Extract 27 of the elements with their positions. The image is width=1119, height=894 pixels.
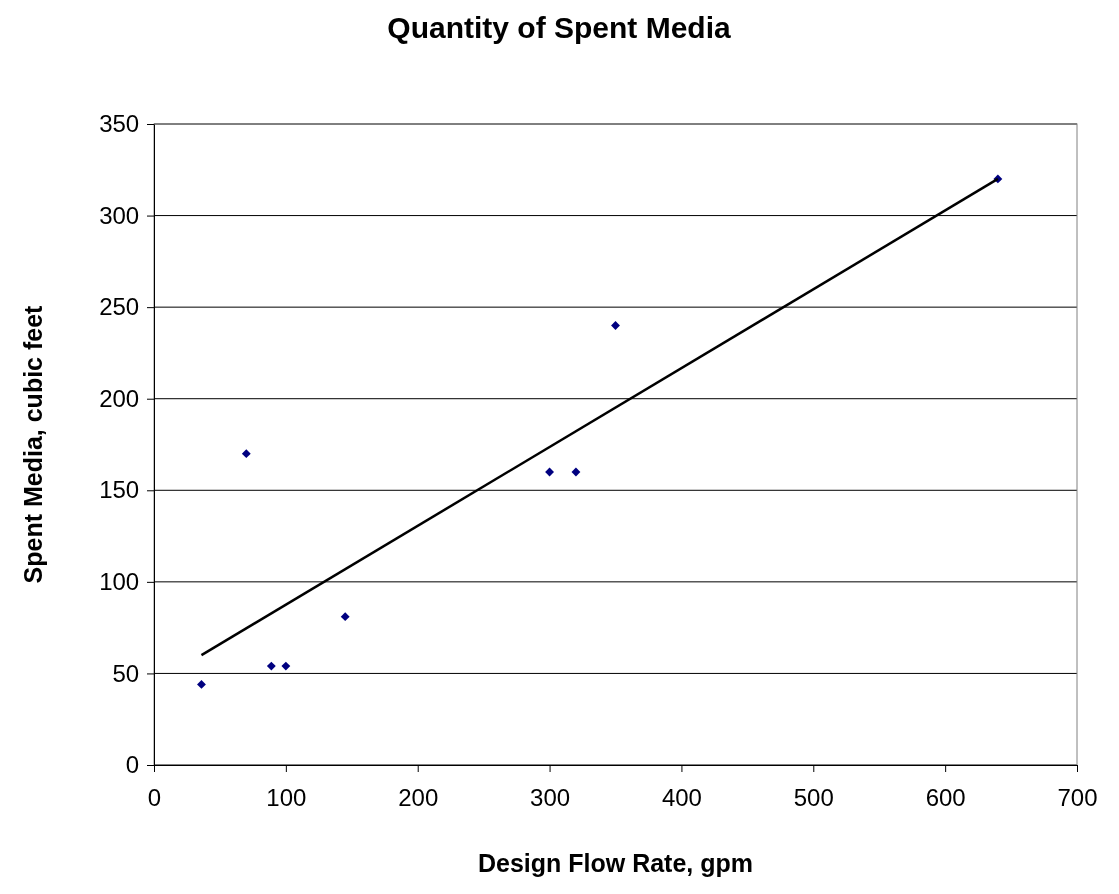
x-tick-label: 200 [398, 784, 439, 812]
point [281, 661, 291, 671]
point [340, 612, 350, 622]
y-tick-label: 50 [112, 659, 140, 687]
y-tick-label: 0 [125, 751, 140, 779]
x-tick-label: 400 [661, 784, 702, 812]
x-tick-label: 600 [925, 784, 966, 812]
x-tick-label: 700 [1057, 784, 1098, 812]
x-tick-label: 500 [793, 784, 834, 812]
point [611, 321, 620, 330]
point [545, 467, 554, 477]
x-tick-label: 300 [530, 784, 571, 812]
x-tick-label: 0 [147, 784, 162, 812]
y-tick-label: 350 [99, 110, 140, 138]
point [241, 449, 251, 459]
y-axis-title: Spent Media, cubic feet [19, 304, 47, 584]
point [266, 661, 276, 671]
x-axis-title: Design Flow Rate, gpm [477, 849, 754, 877]
y-tick-label: 200 [99, 384, 140, 412]
point [197, 679, 206, 689]
x-tick-label: 100 [266, 784, 307, 812]
y-tick-label: 150 [99, 476, 140, 504]
chart-title: Quantity of Spent Media [387, 11, 731, 44]
point [571, 467, 581, 477]
y-tick-label: 250 [99, 293, 140, 321]
y-tick-label: 300 [99, 201, 140, 229]
y-tick-label: 100 [99, 568, 140, 596]
